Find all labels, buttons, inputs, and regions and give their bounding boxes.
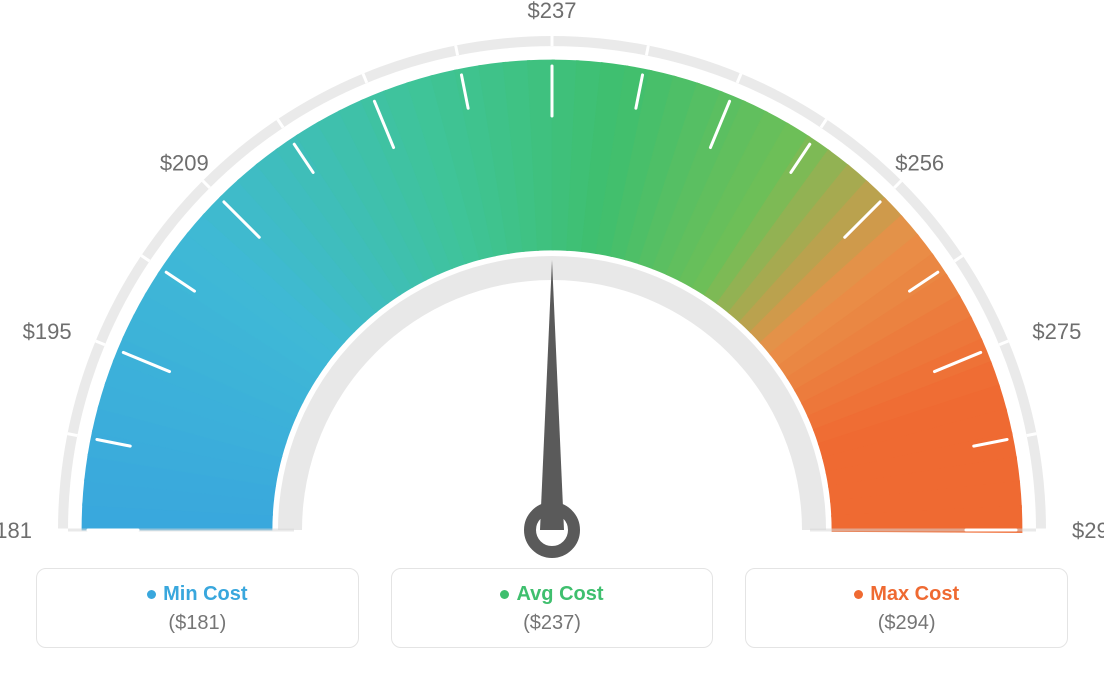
legend-label: Min Cost [163,583,247,605]
legend-label: Max Cost [870,583,959,605]
legend-label: Avg Cost [516,583,603,605]
gauge-tick-label: $275 [1032,319,1081,344]
gauge-tick-label: $294 [1072,518,1104,543]
legend-card-max: Max Cost ($294) [745,568,1068,648]
legend-value-avg: ($237) [404,612,701,635]
legend-card-min: Min Cost ($181) [36,568,359,648]
gauge-tick-label: $256 [895,150,944,175]
gauge-tick-label: $181 [0,518,32,543]
legend-dot-max [854,590,863,599]
gauge-tick-label: $237 [528,0,577,23]
legend-card-avg: Avg Cost ($237) [391,568,714,648]
gauge-tick-label: $195 [23,319,72,344]
gauge-svg: $181 $195 $209 $237 $256 $275 $294 [0,0,1104,560]
legend-dot-min [147,590,156,599]
legend-title-max: Max Cost [758,583,1055,606]
gauge-tick-label: $209 [160,150,209,175]
legend-value-min: ($181) [49,612,346,635]
legend-value-max: ($294) [758,612,1055,635]
legend-title-avg: Avg Cost [404,583,701,606]
gauge-chart: $181 $195 $209 $237 $256 $275 $294 [0,0,1104,560]
legend-title-min: Min Cost [49,583,346,606]
legend-row: Min Cost ($181) Avg Cost ($237) Max Cost… [0,568,1104,648]
legend-dot-avg [500,590,509,599]
